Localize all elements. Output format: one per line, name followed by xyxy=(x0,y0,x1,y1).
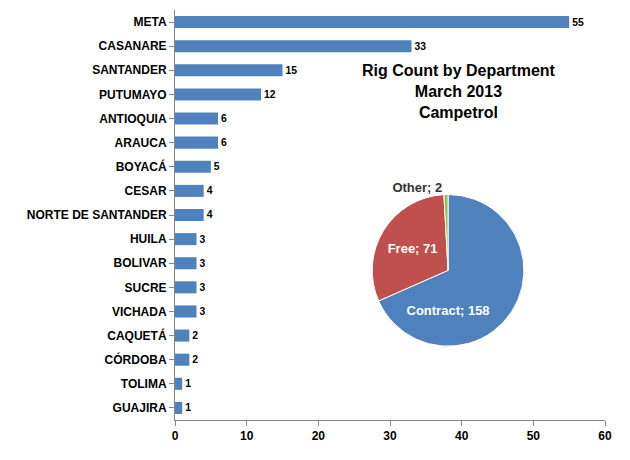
svg-text:SUCRE: SUCRE xyxy=(125,281,167,295)
svg-text:3: 3 xyxy=(200,282,206,293)
svg-text:TOLIMA: TOLIMA xyxy=(121,377,167,391)
svg-text:40: 40 xyxy=(455,429,469,443)
svg-text:NORTE DE SANTANDER: NORTE DE SANTANDER xyxy=(27,208,167,222)
svg-text:4: 4 xyxy=(207,209,213,220)
svg-text:SANTANDER: SANTANDER xyxy=(92,63,167,77)
svg-text:ANTIOQUIA: ANTIOQUIA xyxy=(99,112,167,126)
svg-text:1: 1 xyxy=(185,402,191,413)
svg-text:HUILA: HUILA xyxy=(130,232,167,246)
svg-text:30: 30 xyxy=(383,429,397,443)
svg-text:15: 15 xyxy=(286,65,298,76)
svg-text:ARAUCA: ARAUCA xyxy=(115,136,167,150)
svg-text:BOLIVAR: BOLIVAR xyxy=(113,256,166,270)
svg-text:BOYACÁ: BOYACÁ xyxy=(116,159,167,174)
svg-text:3: 3 xyxy=(200,234,206,245)
svg-text:Other; 2: Other; 2 xyxy=(392,180,442,195)
svg-text:Free; 71: Free; 71 xyxy=(388,241,438,256)
svg-text:50: 50 xyxy=(527,429,541,443)
svg-text:3: 3 xyxy=(200,258,206,269)
svg-text:60: 60 xyxy=(598,429,612,443)
svg-text:3: 3 xyxy=(200,306,206,317)
svg-text:55: 55 xyxy=(572,17,584,28)
svg-text:5: 5 xyxy=(214,161,220,172)
svg-text:2: 2 xyxy=(192,330,198,341)
svg-text:GUAJIRA: GUAJIRA xyxy=(113,401,167,415)
svg-text:Rig Count by DepartmentMarch 2: Rig Count by DepartmentMarch 2013Campetr… xyxy=(362,62,556,121)
svg-text:META: META xyxy=(133,15,166,29)
svg-text:4: 4 xyxy=(207,185,213,196)
svg-text:1: 1 xyxy=(185,378,191,389)
svg-text:VICHADA: VICHADA xyxy=(112,305,167,319)
svg-text:2: 2 xyxy=(192,354,198,365)
svg-text:CAQUETÁ: CAQUETÁ xyxy=(107,328,167,343)
svg-text:12: 12 xyxy=(264,89,276,100)
svg-text:CASANARE: CASANARE xyxy=(99,39,167,53)
svg-text:0: 0 xyxy=(172,429,179,443)
svg-text:PUTUMAYO: PUTUMAYO xyxy=(99,88,167,102)
svg-text:33: 33 xyxy=(415,41,427,52)
svg-text:6: 6 xyxy=(221,113,227,124)
svg-text:Contract; 158: Contract; 158 xyxy=(407,303,490,318)
svg-text:CÓRDOBA: CÓRDOBA xyxy=(105,352,167,367)
svg-text:20: 20 xyxy=(312,429,326,443)
svg-text:6: 6 xyxy=(221,137,227,148)
svg-text:10: 10 xyxy=(240,429,254,443)
svg-text:CESAR: CESAR xyxy=(125,184,167,198)
